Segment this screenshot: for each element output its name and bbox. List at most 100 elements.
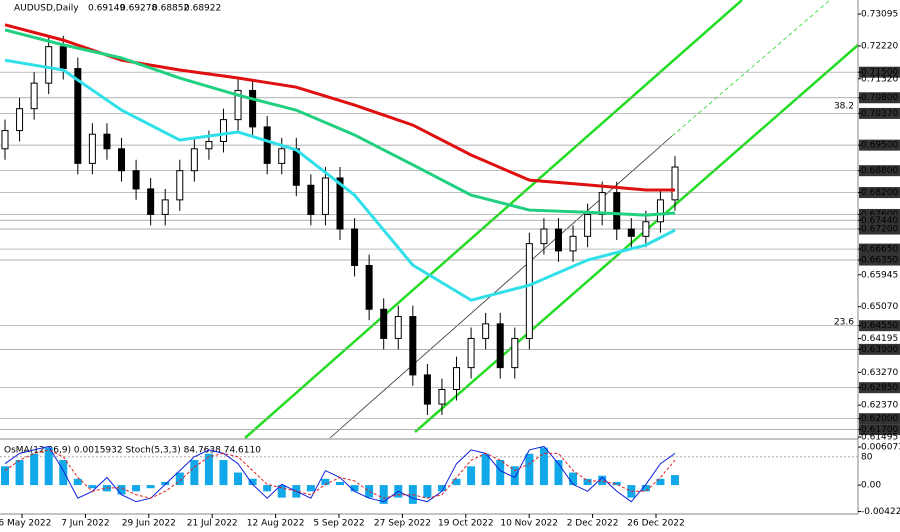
osma-bar (146, 485, 155, 489)
osma-bar (190, 460, 199, 486)
candle-body (1, 130, 9, 150)
osma-bar (467, 466, 476, 486)
osma-bar (44, 447, 53, 486)
candle-body (147, 188, 155, 215)
moving-average (4, 28, 676, 217)
candle-body (569, 235, 577, 252)
level-box (859, 139, 900, 151)
candle-body (380, 308, 388, 339)
candle-body (365, 264, 373, 310)
y-tick-label: 0.67440 (861, 216, 898, 226)
x-tick-label: 29 Jun 2022 (122, 519, 176, 529)
candle-body (525, 243, 533, 339)
candle-body (351, 228, 359, 266)
y-tick-label: 0.62370 (861, 401, 898, 411)
candle-body (321, 177, 329, 215)
candle-body (45, 46, 53, 84)
x-tick-label: 12 Aug 2022 (247, 519, 305, 529)
level-box (859, 187, 900, 199)
level-box (859, 165, 900, 177)
osma-bar (88, 485, 97, 489)
osma-bar (15, 460, 24, 486)
ohlc-high: 0.69278 (120, 4, 157, 14)
candle-body (205, 141, 213, 150)
candle-body (219, 119, 227, 143)
candle-body (176, 170, 184, 201)
level-box (859, 223, 900, 235)
osma-bar (496, 460, 505, 486)
y-tick-label: 0.73095 (861, 10, 898, 20)
moving-average (4, 58, 676, 302)
osma-bar (59, 460, 68, 486)
y-tick-label: 0.65070 (861, 302, 898, 312)
y2-tick-label: 80 (861, 452, 873, 462)
candle-body (467, 337, 475, 369)
fib-label: 23.6 (834, 318, 854, 328)
osma-bar (671, 475, 679, 486)
candle-body (554, 228, 562, 252)
y-tick-label: 0.62000 (861, 414, 898, 424)
candle-body (118, 148, 126, 172)
candle-body (394, 316, 402, 339)
osma-bar (336, 481, 344, 486)
osma-bar (452, 478, 461, 486)
y-tick-label: 0.65945 (861, 270, 898, 280)
x-tick-label: 26 Dec 2022 (627, 519, 685, 529)
x-tick-label: 21 Jul 2022 (187, 519, 238, 529)
y-tick-label: 0.69500 (861, 141, 898, 151)
candle-body (59, 46, 67, 70)
x-tick-label: 7 Jun 2022 (61, 519, 109, 529)
y-tick-label: 0.71500 (861, 68, 898, 78)
y-tick-label: 0.64195 (861, 334, 898, 344)
osma-bar (350, 485, 359, 492)
osma-bar (204, 453, 213, 486)
y-tick-label: 0.67200 (861, 225, 898, 235)
osma-bar (481, 453, 490, 486)
candle-body (584, 213, 592, 237)
candle-body (598, 192, 606, 215)
y-tick-label: 0.63270 (861, 368, 898, 378)
candle-body (292, 148, 300, 186)
y-tick-label: 0.68800 (861, 166, 898, 176)
level-box (859, 208, 900, 220)
ohlc-low: 0.68852 (152, 4, 189, 14)
osma-bar (539, 447, 548, 486)
candle-body (656, 199, 664, 223)
osma-bar (379, 485, 388, 504)
level-box (859, 413, 900, 425)
candle-body (336, 177, 344, 230)
moving-average (4, 23, 675, 192)
candle-body (190, 148, 198, 172)
osma-bar (277, 485, 286, 498)
osma-bar (510, 466, 519, 486)
y-tick-label: 0.63900 (861, 345, 898, 355)
candle-body (671, 166, 679, 201)
osma-bar (612, 481, 621, 486)
y-tick-label: 0.61495 (861, 433, 898, 443)
y-tick-label: 0.66350 (861, 256, 898, 266)
candle-body (234, 89, 242, 121)
level-box (859, 254, 900, 266)
oscillator-title: OsMA(12,26,9) 0.0015932 Stoch(5,3,3) 84.… (4, 446, 261, 456)
osma-bar (321, 478, 330, 486)
y-tick-label: -0.004226 (861, 507, 900, 517)
x-tick-label: 10 Nov 2022 (500, 519, 558, 529)
x-tick-label: 27 Sep 2022 (374, 519, 431, 529)
osma-bar (583, 478, 592, 486)
osma-bar (437, 485, 446, 492)
osma-bar (117, 485, 126, 495)
osma-bar (525, 453, 534, 486)
level-box (859, 382, 900, 394)
candle-body (30, 82, 38, 110)
osma-bar (569, 472, 578, 486)
channel-upper (244, 0, 743, 439)
y-tick-label: 0.70370 (861, 109, 898, 119)
osma-bar (234, 472, 243, 486)
osma-bar (306, 485, 315, 492)
y-tick-label: 0.62850 (861, 383, 898, 393)
level-box (859, 424, 900, 436)
channel-lower (414, 44, 859, 433)
x-tick-label: 5 Sep 2022 (313, 519, 364, 529)
candle-body (511, 337, 519, 369)
level-box (859, 243, 900, 255)
